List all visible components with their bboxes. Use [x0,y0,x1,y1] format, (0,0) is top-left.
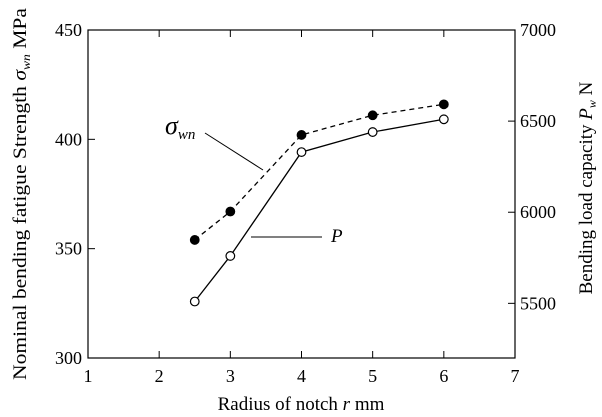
y-left-tick-label: 300 [55,348,82,368]
x-tick-label: 6 [439,366,448,386]
x-tick-label: 7 [511,366,520,386]
x-axis-title-text: Radius of notch [218,394,343,415]
annotation-sigma-symbol: σ [165,111,179,140]
x-tick-label: 5 [368,366,377,386]
x-tick-label: 1 [84,366,93,386]
x-tick-label: 3 [226,366,235,386]
y-left-tick-label: 350 [55,239,82,259]
x-tick-label: 4 [297,366,306,386]
y-left-axis-title-unit: MPa [10,7,31,54]
data-point-sigma-wn [189,235,200,245]
x-axis-title-unit: mm [350,394,385,415]
y-left-tick-label: 400 [55,129,82,149]
y-right-axis-title-var: P [576,108,597,121]
annotation-sigma-subscript: wn [178,127,196,143]
data-point-sigma-wn [296,130,307,140]
y-left-axis-title-sub: wn [19,54,33,70]
y-right-axis-title-sub: w [585,100,599,108]
data-point-p [367,127,378,137]
annotation-sigma-leader [204,132,264,171]
data-point-sigma-wn [367,110,378,121]
data-point-p [225,251,236,261]
x-tick-label: 2 [155,366,164,386]
annotation-p-label: P [330,226,343,247]
y-right-tick-label: 6500 [520,111,556,131]
y-left-tick-label: 450 [55,20,82,40]
y-left-axis-title: Nominal bending fatigue Strength σwn MPa [10,7,33,380]
y-right-axis-title-text: Bending load capacity [576,120,597,295]
data-point-p [296,147,307,157]
y-right-axis-title-unit: N [576,81,597,100]
series-line-sigma-wn [194,103,444,241]
y-right-tick-label: 6000 [520,202,556,222]
data-point-p [189,296,200,307]
annotation-sigma-label: σwn [165,111,195,143]
y-right-tick-label: 7000 [520,20,556,40]
y-left-axis-title-text: Nominal bending fatigue Strength [10,81,31,380]
y-left-axis-title-symbol: σ [10,69,31,80]
y-right-axis-title: Bending load capacity Pw N [576,81,599,294]
plot-frame [87,29,516,359]
data-point-sigma-wn [438,99,449,110]
data-point-sigma-wn [225,206,236,217]
data-point-p [438,114,449,125]
x-axis-title: Radius of notch r mm [218,394,385,415]
x-axis-title-var: r [343,394,351,415]
y-right-tick-label: 5500 [520,293,556,313]
